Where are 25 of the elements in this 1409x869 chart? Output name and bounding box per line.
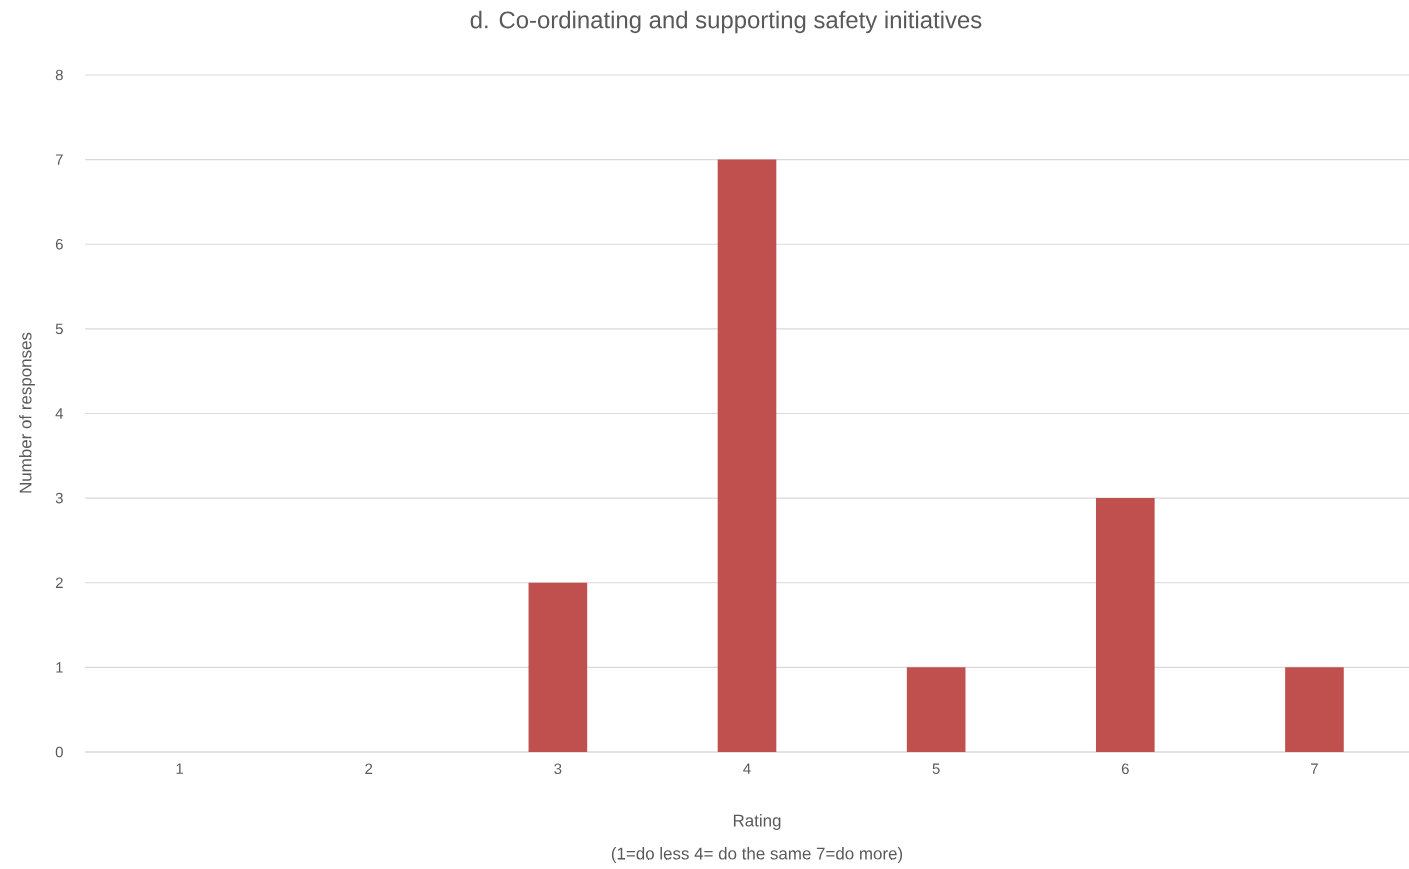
bar	[717, 159, 777, 752]
y-tick-label: 0	[55, 746, 63, 758]
text: (1=do less 4= do the same 7=do more)	[611, 847, 903, 863]
y-tick-label: 4	[55, 408, 64, 419]
x-tick-label: 4	[743, 763, 751, 774]
x-tick-label: 2	[365, 763, 373, 774]
bar	[1095, 498, 1155, 752]
y-tick-label: 1	[56, 662, 63, 673]
y-tick-label: 7	[55, 154, 63, 165]
chart-title: d. Co-ordinating and supporting safety initiatives	[470, 10, 982, 34]
x-axis-title: Rating	[733, 814, 781, 830]
x-tick-label: 3	[554, 763, 562, 775]
bar	[906, 667, 966, 752]
bar	[528, 582, 588, 752]
y-tick-label: 6	[55, 238, 63, 250]
x-tick-label: 7	[1311, 763, 1318, 774]
y-tick-label: 8	[55, 69, 63, 81]
x-tick-label: 1	[176, 763, 183, 774]
bar	[1285, 667, 1344, 752]
y-tick-label: 3	[55, 492, 63, 504]
y-tick-label: 2	[55, 577, 63, 588]
x-tick-label: 6	[1121, 763, 1129, 775]
y-tick-label: 5	[55, 323, 63, 335]
x-tick-label: 5	[932, 763, 940, 774]
y-axis-title: Number of responses	[19, 332, 35, 493]
